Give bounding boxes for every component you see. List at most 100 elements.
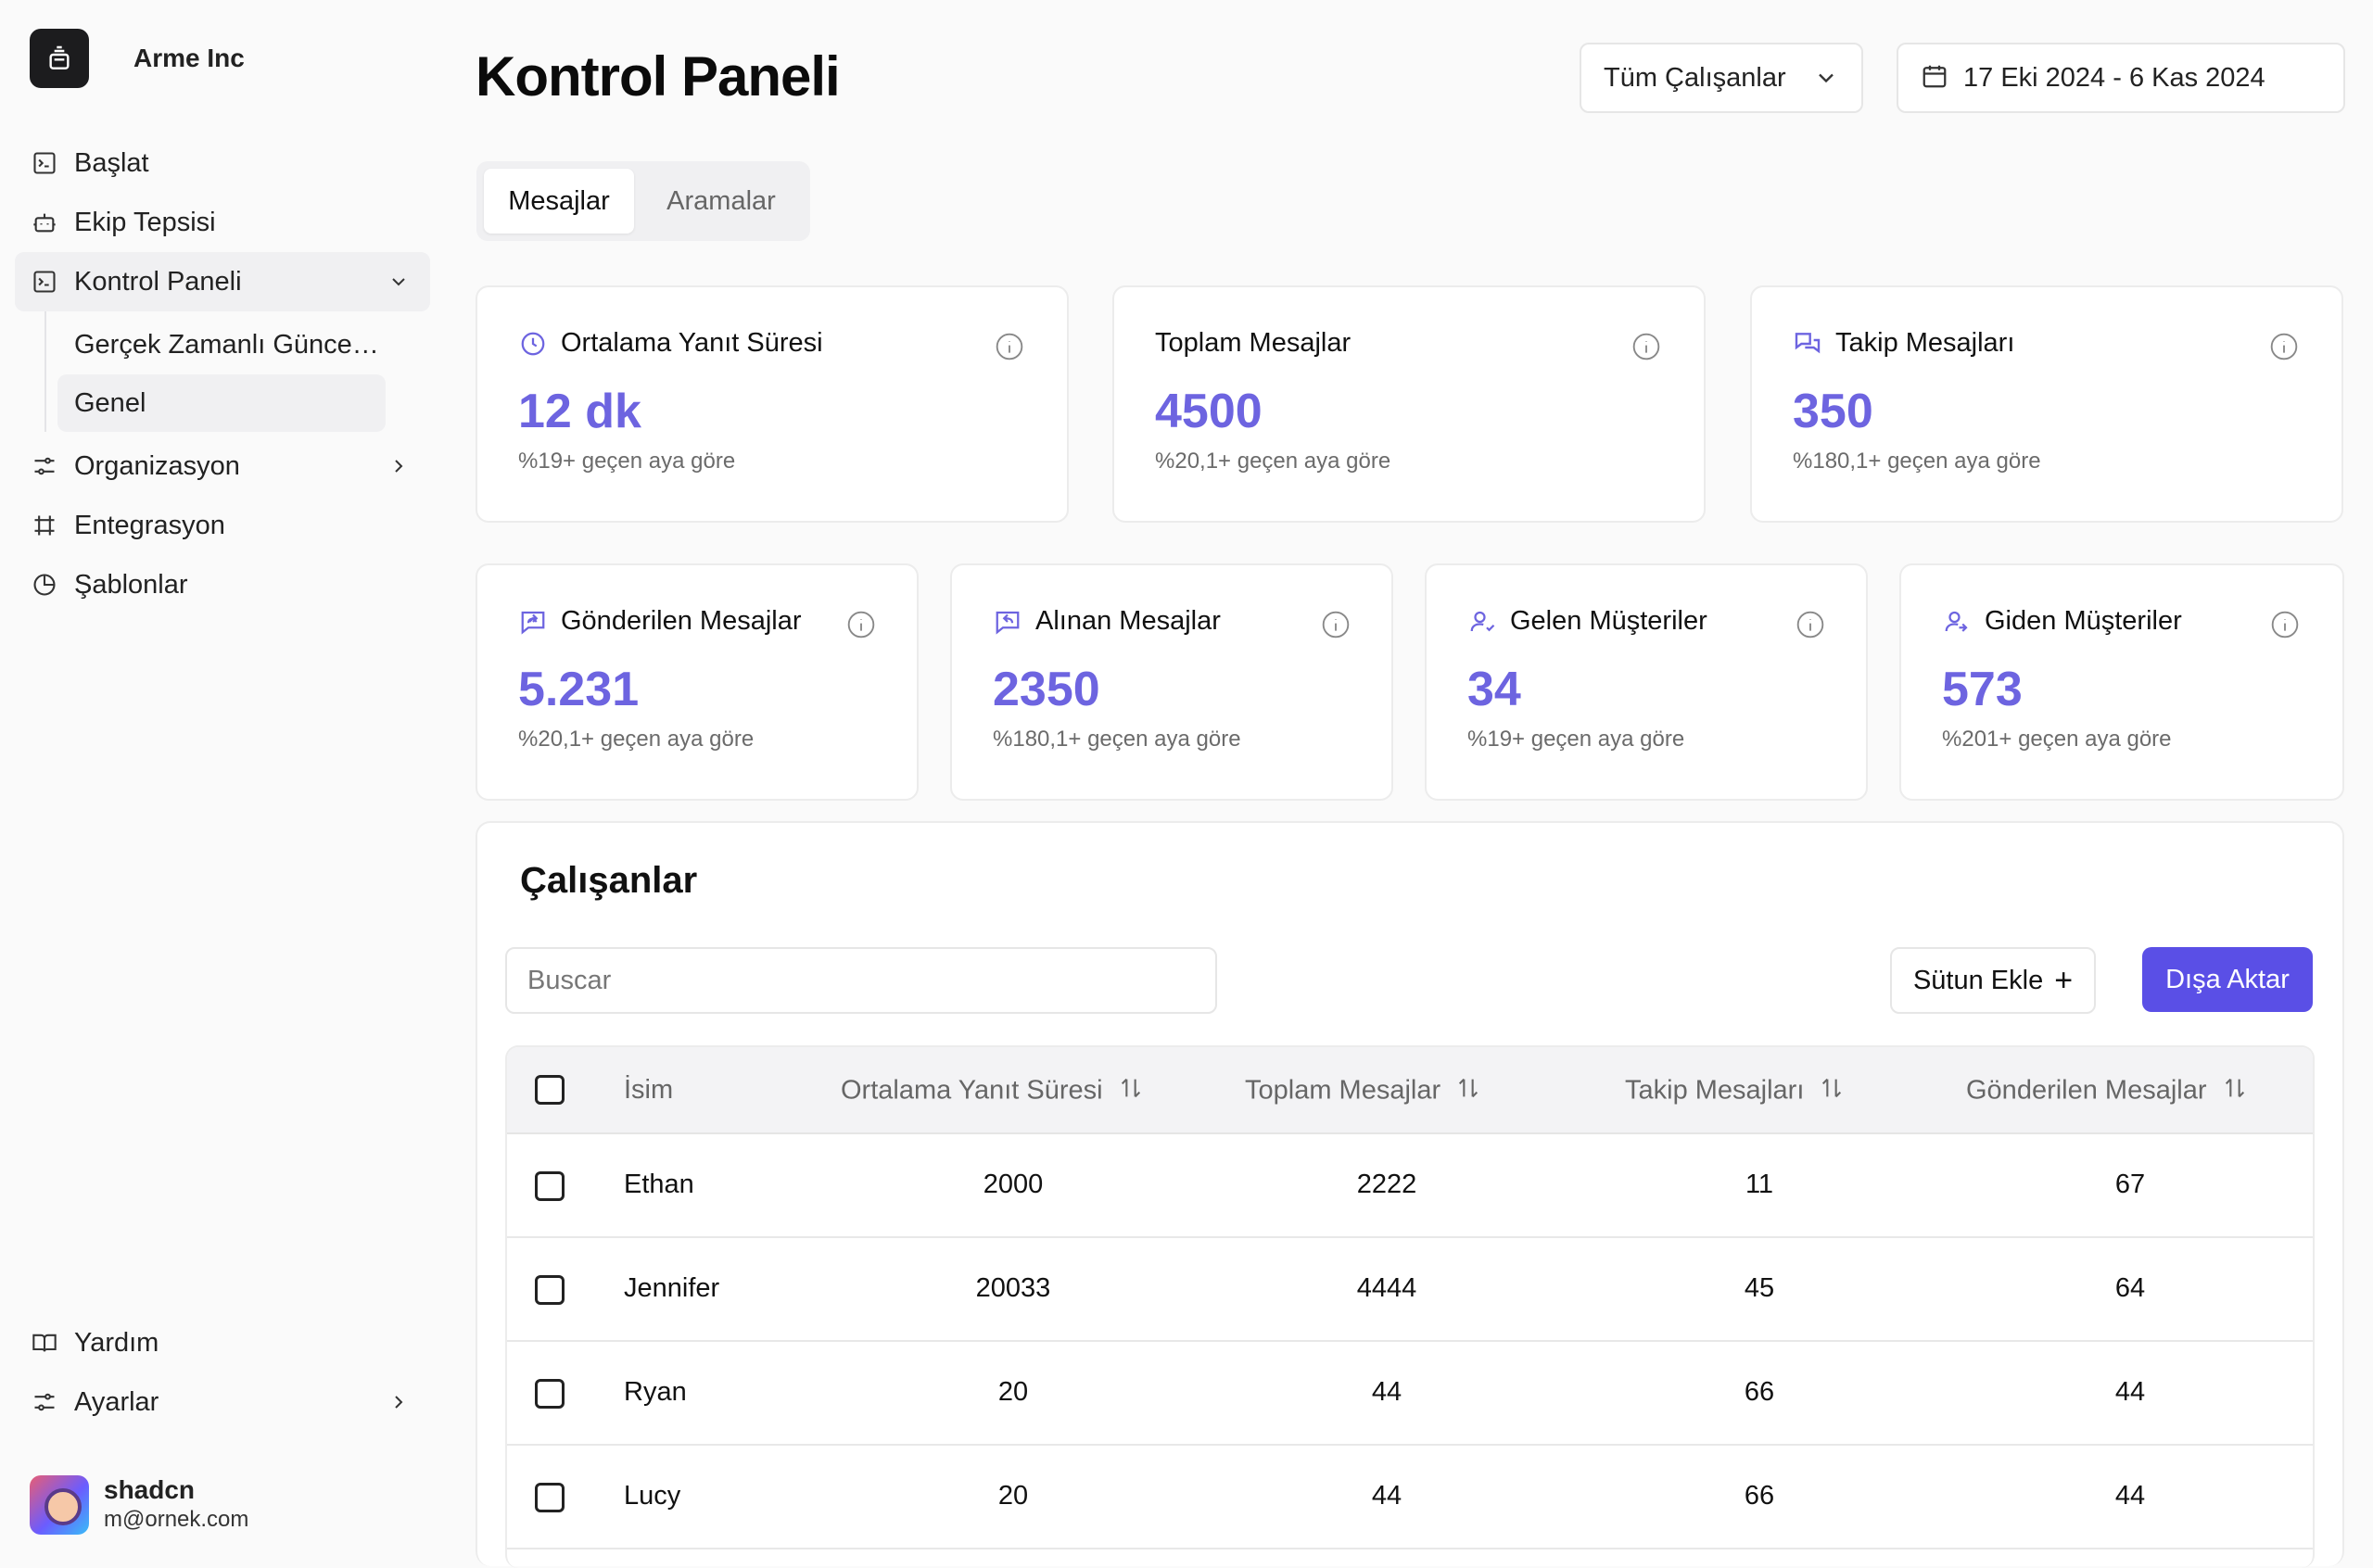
- stat-change: %201+ geçen aya göre: [1942, 727, 2172, 752]
- table-row[interactable]: Ethan 2000 2222 11 67: [507, 1134, 2313, 1238]
- brand-logo-icon: [30, 29, 89, 88]
- cell-total-messages: 44: [1371, 1481, 1402, 1511]
- cell-total-messages: 4444: [1356, 1273, 1417, 1303]
- column-header-followup[interactable]: Takip Mesajları: [1625, 1075, 1845, 1108]
- sidebar-item-help[interactable]: Yardım: [15, 1313, 430, 1372]
- sidebar-item-label: Entegrasyon: [74, 510, 225, 540]
- search-input[interactable]: [505, 947, 1217, 1014]
- chevron-right-icon: [384, 451, 413, 481]
- sidebar-item-label: Kontrol Paneli: [74, 266, 242, 297]
- info-icon[interactable]: [1321, 610, 1351, 639]
- stat-card-outgoing-customers: Giden Müşteriler 573 %201+ geçen aya gör…: [1899, 563, 2344, 801]
- chevron-down-icon: [384, 267, 413, 297]
- sidebar-item-templates[interactable]: Şablonlar: [15, 555, 430, 614]
- sidebar-item-dashboard[interactable]: Kontrol Paneli: [15, 252, 430, 311]
- message-forward-icon: [518, 607, 548, 637]
- cell-total-messages: 44: [1371, 1377, 1402, 1407]
- sidebar-item-integration[interactable]: Entegrasyon: [15, 496, 430, 555]
- export-button[interactable]: Dışa Aktar: [2142, 947, 2313, 1012]
- info-icon[interactable]: [1631, 332, 1661, 361]
- tab-messages[interactable]: Mesajlar: [484, 169, 634, 234]
- sidebar: Arme Inc Başlat Ekip Tepsisi Kontrol Pan…: [0, 0, 445, 1566]
- info-icon[interactable]: [2269, 332, 2299, 361]
- stat-card-followup: Takip Mesajları 350 %180,1+ geçen aya gö…: [1750, 285, 2343, 523]
- settings-sliders-icon: [30, 451, 59, 481]
- page-title: Kontrol Paneli: [476, 45, 841, 107]
- column-header-total-messages[interactable]: Toplam Mesajlar: [1245, 1075, 1481, 1108]
- cell-avg-response: 20033: [975, 1273, 1051, 1303]
- info-icon[interactable]: [846, 610, 876, 639]
- cell-avg-response: 20: [997, 1481, 1029, 1511]
- cell-sent: 67: [2114, 1170, 2146, 1199]
- table-row[interactable]: Ryan 20 44 66 44: [507, 1342, 2313, 1446]
- hash-frame-icon: [30, 511, 59, 540]
- employee-filter-select[interactable]: Tüm Çalışanlar: [1580, 43, 1863, 113]
- chevron-down-icon: [1813, 65, 1839, 95]
- cell-followup: 66: [1744, 1481, 1775, 1511]
- info-icon[interactable]: [1796, 610, 1825, 639]
- stat-value: 2350: [993, 663, 1100, 716]
- bot-icon: [30, 208, 59, 237]
- date-range-picker[interactable]: 17 Eki 2024 - 6 Kas 2024: [1897, 43, 2345, 113]
- column-header-avg-response[interactable]: Ortalama Yanıt Süresi: [841, 1075, 1144, 1108]
- view-tabs: Mesajlar Aramalar: [476, 161, 810, 241]
- calendar-icon: [1921, 62, 1948, 95]
- row-checkbox[interactable]: [535, 1483, 565, 1512]
- brand[interactable]: Arme Inc: [30, 29, 245, 88]
- stat-title: Gönderilen Mesajlar: [561, 606, 802, 636]
- row-checkbox[interactable]: [535, 1171, 565, 1201]
- column-header-name[interactable]: İsim: [624, 1075, 674, 1105]
- sort-icon: [1118, 1075, 1144, 1108]
- sidebar-item-label: Ayarlar: [74, 1386, 159, 1417]
- sidebar-item-label: Başlat: [74, 147, 149, 178]
- add-column-button[interactable]: Sütun Ekle +: [1890, 947, 2096, 1014]
- column-header-label: Toplam Mesajlar: [1245, 1075, 1441, 1106]
- select-all-checkbox[interactable]: [535, 1075, 565, 1105]
- info-icon[interactable]: [995, 332, 1024, 361]
- sidebar-subitem-realtime[interactable]: Gerçek Zamanlı Güncellemeler: [57, 316, 386, 373]
- sidebar-item-start[interactable]: Başlat: [15, 133, 430, 193]
- terminal-icon: [30, 148, 59, 178]
- user-outgoing-icon: [1942, 607, 1972, 637]
- stat-value: 12 dk: [518, 385, 641, 438]
- cell-avg-response: 2000: [983, 1170, 1044, 1199]
- brand-name: Arme Inc: [133, 44, 245, 72]
- sidebar-item-team-tray[interactable]: Ekip Tepsisi: [15, 193, 430, 252]
- chevron-right-icon: [384, 1387, 413, 1417]
- stat-card-total-messages: Toplam Mesajlar 4500 %20,1+ geçen aya gö…: [1112, 285, 1706, 523]
- info-icon[interactable]: [2270, 610, 2300, 639]
- column-header-sent[interactable]: Gönderilen Mesajlar: [1966, 1075, 2248, 1108]
- employees-panel: Çalışanlar Sütun Ekle + Dışa Aktar İsim …: [476, 821, 2344, 1568]
- book-icon: [30, 1328, 59, 1358]
- cell-sent: 44: [2114, 1481, 2146, 1511]
- sort-icon: [1455, 1075, 1481, 1108]
- sort-icon: [2222, 1075, 2248, 1108]
- stat-change: %180,1+ geçen aya göre: [993, 727, 1241, 752]
- avatar: [30, 1475, 89, 1535]
- cell-followup: 66: [1744, 1377, 1775, 1407]
- sidebar-item-settings[interactable]: Ayarlar: [15, 1372, 430, 1432]
- table-header: İsim Ortalama Yanıt Süresi Toplam Mesajl…: [507, 1047, 2313, 1134]
- sidebar-item-label: Yardım: [74, 1327, 159, 1358]
- sidebar-item-label: Organizasyon: [74, 450, 240, 481]
- user-profile[interactable]: shadcn m@ornek.com: [30, 1475, 248, 1535]
- sidebar-subitem-label: Genel: [74, 387, 146, 418]
- message-reply-icon: [993, 607, 1022, 637]
- tab-calls[interactable]: Aramalar: [666, 185, 776, 216]
- sidebar-item-label: Şablonlar: [74, 569, 188, 600]
- row-checkbox[interactable]: [535, 1379, 565, 1409]
- row-checkbox[interactable]: [535, 1275, 565, 1305]
- submenu-divider: [44, 311, 46, 432]
- cell-total-messages: 2222: [1356, 1170, 1417, 1199]
- cell-avg-response: 20: [997, 1377, 1029, 1407]
- sidebar-subitem-general[interactable]: Genel: [57, 374, 386, 432]
- column-header-label: Takip Mesajları: [1625, 1075, 1805, 1106]
- employees-title: Çalışanlar: [520, 860, 698, 901]
- sort-icon: [1819, 1075, 1845, 1108]
- table-row[interactable]: Lucy 20 44 66 44: [507, 1446, 2313, 1549]
- user-name: shadcn: [104, 1475, 196, 1504]
- sidebar-item-organization[interactable]: Organizasyon: [15, 436, 430, 496]
- stat-change: %180,1+ geçen aya göre: [1793, 449, 2041, 474]
- stat-card-incoming-customers: Gelen Müşteriler 34 %19+ geçen aya göre: [1425, 563, 1868, 801]
- table-row[interactable]: Jennifer 20033 4444 45 64: [507, 1238, 2313, 1342]
